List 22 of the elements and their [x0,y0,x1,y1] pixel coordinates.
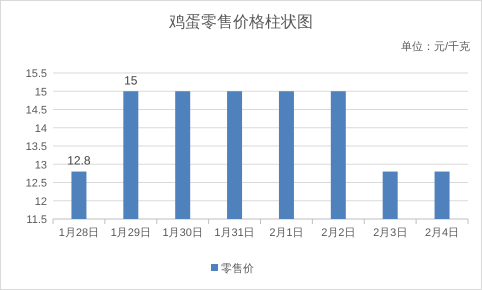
y-tick-label: 13.5 [26,141,47,153]
x-tick-label: 1月31日 [214,227,255,239]
y-tick-label: 15.5 [26,68,47,80]
data-label: 15 [124,73,138,88]
y-tick-label: 14.5 [26,104,47,116]
y-tick-label: 14 [34,122,47,135]
y-tick-label: 12.5 [26,178,47,190]
x-tick-label: 2月4日 [424,227,460,239]
chart-title: 鸡蛋零售价格柱状图 [168,13,313,31]
x-tick-label: 2月1日 [269,227,304,239]
data-label: 12.8 [67,154,91,168]
y-tick-label: 13 [34,159,47,172]
x-tick-label: 1月28日 [58,227,100,239]
y-tick-label: 15 [34,86,47,98]
y-tick-label: 12 [34,196,47,208]
y-tick-label: 11.5 [26,214,47,226]
x-tick-label: 2月2日 [321,227,356,239]
x-tick-label: 1月29日 [110,227,151,239]
x-tick-label: 2月3日 [373,227,408,239]
legend-label: 零售价 [221,263,254,275]
x-tick-label: 1月30日 [162,227,203,239]
text: 单位：元/千克 [400,40,470,53]
